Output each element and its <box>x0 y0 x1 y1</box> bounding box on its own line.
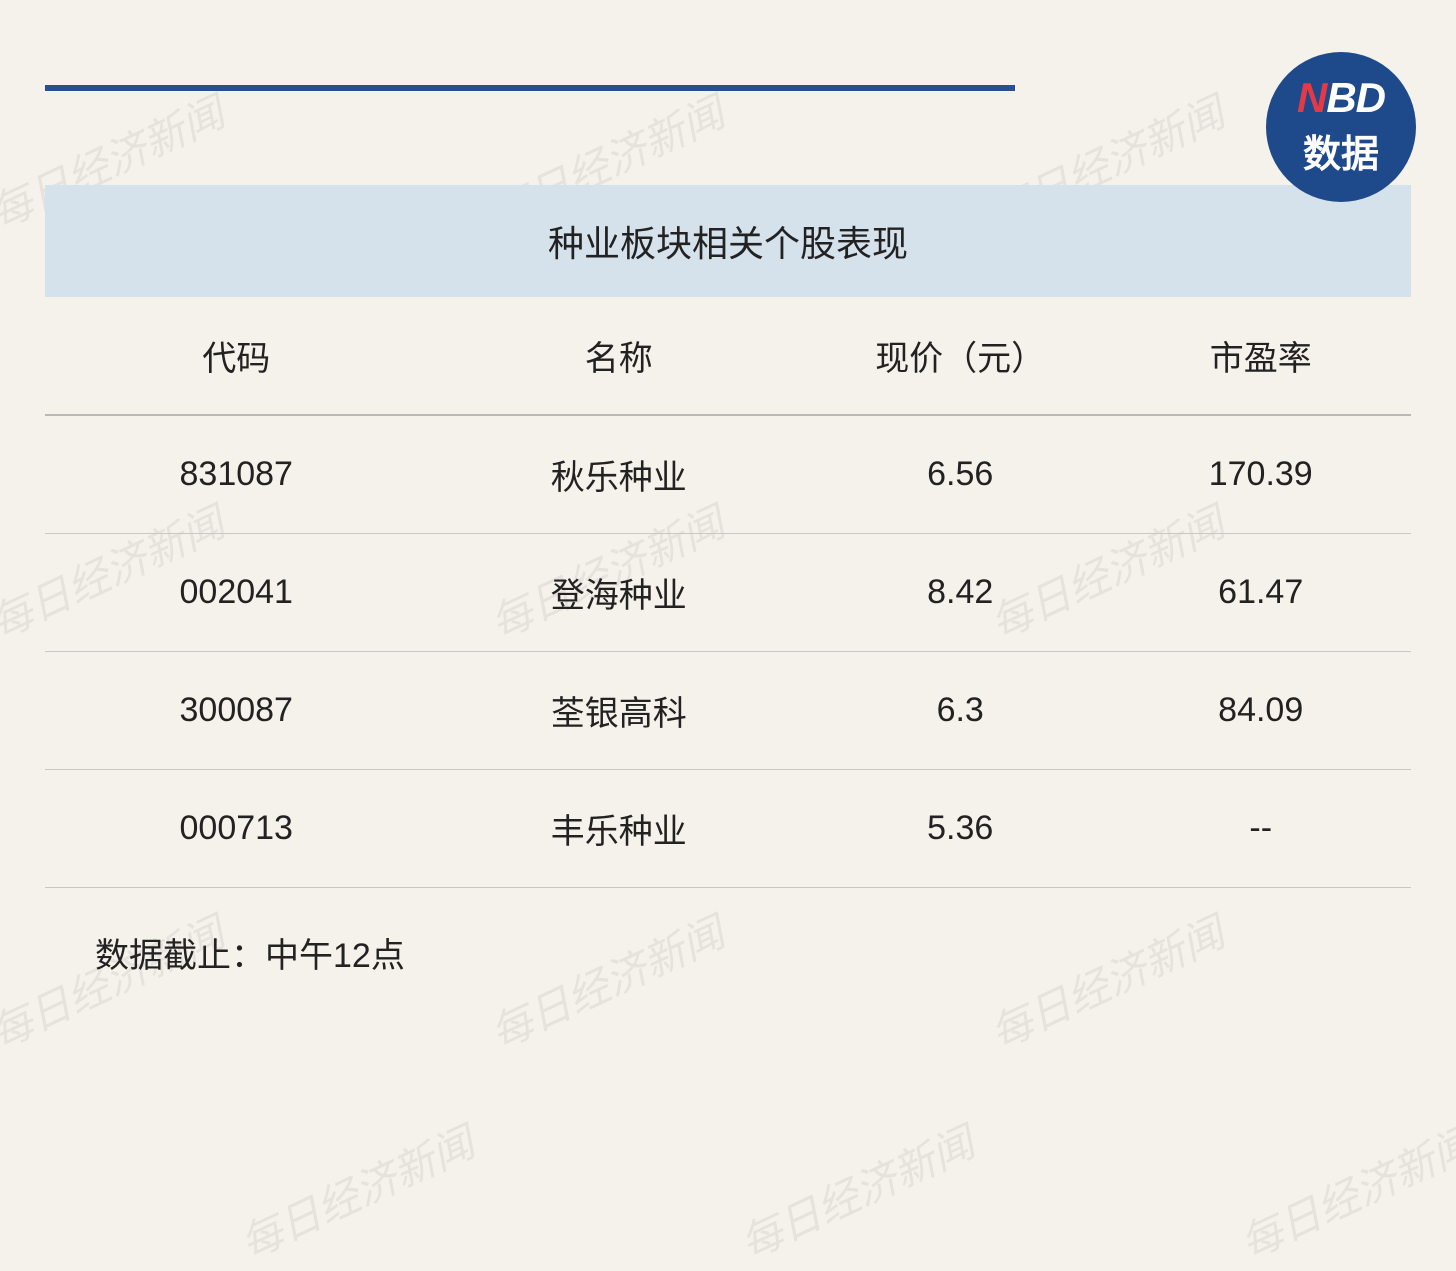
cell-name: 登海种业 <box>427 534 809 652</box>
cell-name: 秋乐种业 <box>427 415 809 534</box>
cell-code: 300087 <box>45 652 427 770</box>
table-row: 002041 登海种业 8.42 61.47 <box>45 534 1411 652</box>
badge-subtitle: 数据 <box>1303 123 1379 178</box>
cell-price: 8.42 <box>810 534 1111 652</box>
table-row: 000713 丰乐种业 5.36 -- <box>45 770 1411 888</box>
top-rule <box>45 85 1015 91</box>
col-header-code: 代码 <box>45 297 427 415</box>
badge-logo-text: NBD <box>1297 77 1385 119</box>
nbd-badge: NBD 数据 <box>1266 52 1416 202</box>
cell-pe: 170.39 <box>1110 415 1411 534</box>
watermark: 每日经济新闻 <box>1229 1110 1456 1271</box>
col-header-price: 现价（元） <box>810 297 1111 415</box>
col-header-pe: 市盈率 <box>1110 297 1411 415</box>
stock-table: 种业板块相关个股表现 代码 名称 现价（元） 市盈率 831087 秋乐种业 6… <box>45 185 1411 977</box>
cell-pe: 84.09 <box>1110 652 1411 770</box>
cell-code: 000713 <box>45 770 427 888</box>
cell-code: 831087 <box>45 415 427 534</box>
cell-pe: 61.47 <box>1110 534 1411 652</box>
watermark: 每日经济新闻 <box>229 1110 483 1271</box>
cell-price: 6.56 <box>810 415 1111 534</box>
table-row: 300087 荃银高科 6.3 84.09 <box>45 652 1411 770</box>
cell-name: 荃银高科 <box>427 652 809 770</box>
cell-name: 丰乐种业 <box>427 770 809 888</box>
table-row: 831087 秋乐种业 6.56 170.39 <box>45 415 1411 534</box>
data-cutoff-note: 数据截止：中午12点 <box>95 928 1411 977</box>
cell-price: 6.3 <box>810 652 1111 770</box>
cell-code: 002041 <box>45 534 427 652</box>
watermark: 每日经济新闻 <box>729 1110 983 1271</box>
cell-pe: -- <box>1110 770 1411 888</box>
col-header-name: 名称 <box>427 297 809 415</box>
badge-letters-bd: BD <box>1326 74 1385 121</box>
table-header-row: 代码 名称 现价（元） 市盈率 <box>45 297 1411 415</box>
cell-price: 5.36 <box>810 770 1111 888</box>
table-title: 种业板块相关个股表现 <box>45 185 1411 297</box>
badge-letter-n: N <box>1297 74 1326 121</box>
